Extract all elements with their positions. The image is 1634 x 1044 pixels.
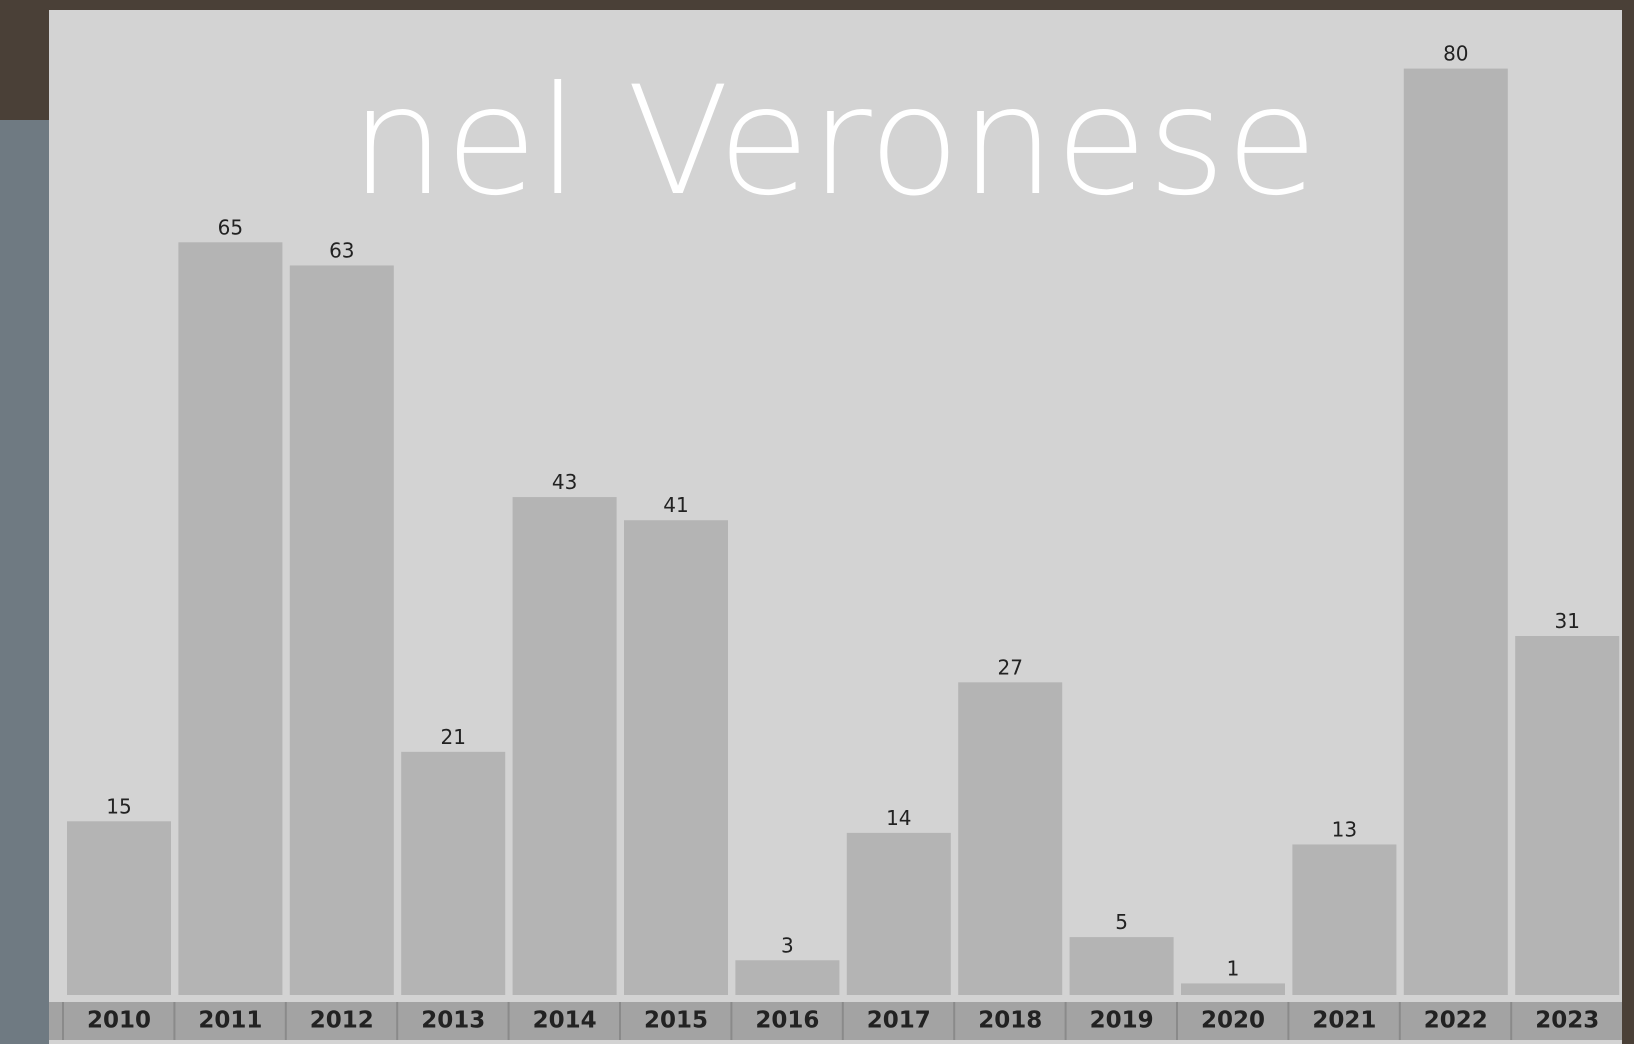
value-label: 31	[1554, 609, 1579, 633]
x-tick-label: 2011	[198, 1008, 262, 1034]
x-tick-label: 2012	[310, 1008, 374, 1034]
bar	[958, 682, 1063, 995]
bar	[1515, 636, 1620, 995]
bar	[1181, 983, 1285, 995]
bar	[401, 751, 506, 995]
x-tick-label: 2015	[644, 1008, 708, 1034]
x-tick-label: 2017	[867, 1008, 931, 1034]
bar	[1403, 68, 1508, 996]
value-label: 41	[663, 493, 688, 517]
value-label: 3	[781, 933, 794, 957]
value-label: 5	[1115, 910, 1128, 934]
value-label: 80	[1443, 42, 1468, 66]
bar	[67, 821, 171, 995]
value-label: 13	[1332, 817, 1357, 841]
bar	[512, 497, 617, 995]
value-label: 15	[106, 794, 131, 818]
chart-title: nel Veronese	[350, 55, 1318, 229]
bar	[289, 265, 394, 996]
value-label: 21	[440, 725, 465, 749]
bar	[1292, 844, 1397, 995]
x-tick-label: 2023	[1535, 1008, 1599, 1034]
x-tick-label: 2014	[533, 1008, 597, 1034]
category-strip	[49, 1002, 1622, 1040]
x-tick-label: 2022	[1424, 1008, 1488, 1034]
value-label: 27	[997, 655, 1022, 679]
bar	[1069, 937, 1174, 995]
bar	[735, 960, 840, 995]
bar	[846, 832, 951, 995]
value-label: 63	[329, 238, 354, 262]
background-photo-water	[0, 120, 49, 1044]
x-tick-label: 2019	[1090, 1008, 1154, 1034]
value-label: 14	[886, 806, 911, 830]
value-label: 65	[218, 215, 243, 239]
x-tick-label: 2013	[421, 1008, 485, 1034]
bar	[178, 242, 283, 996]
value-label: 43	[552, 470, 577, 494]
x-tick-label: 2020	[1201, 1008, 1265, 1034]
x-tick-label: 2021	[1312, 1008, 1376, 1034]
bar	[624, 520, 728, 995]
x-tick-label: 2018	[978, 1008, 1042, 1034]
x-tick-label: 2016	[755, 1008, 819, 1034]
value-label: 1	[1227, 956, 1240, 980]
x-tick-label: 2010	[87, 1008, 151, 1034]
